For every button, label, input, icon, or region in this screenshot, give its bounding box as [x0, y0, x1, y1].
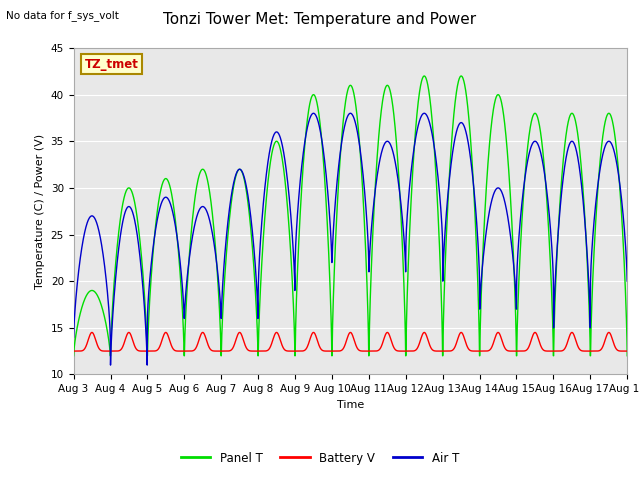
Text: TZ_tmet: TZ_tmet: [84, 58, 138, 71]
X-axis label: Time: Time: [337, 400, 364, 409]
Text: No data for f_sys_volt: No data for f_sys_volt: [6, 10, 119, 21]
Legend: Panel T, Battery V, Air T: Panel T, Battery V, Air T: [176, 447, 464, 469]
Text: Tonzi Tower Met: Temperature and Power: Tonzi Tower Met: Temperature and Power: [163, 12, 477, 27]
Y-axis label: Temperature (C) / Power (V): Temperature (C) / Power (V): [35, 133, 45, 289]
